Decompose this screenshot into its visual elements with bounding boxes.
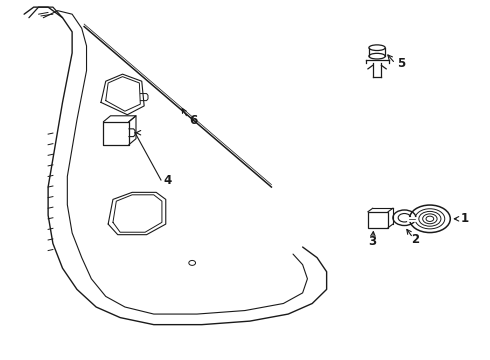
Bar	[368, 212, 388, 228]
Text: 6: 6	[189, 114, 197, 127]
Text: 2: 2	[411, 234, 419, 247]
Text: 5: 5	[397, 57, 405, 70]
Text: 4: 4	[163, 174, 172, 186]
Text: 3: 3	[368, 235, 376, 248]
Text: 1: 1	[461, 212, 469, 225]
